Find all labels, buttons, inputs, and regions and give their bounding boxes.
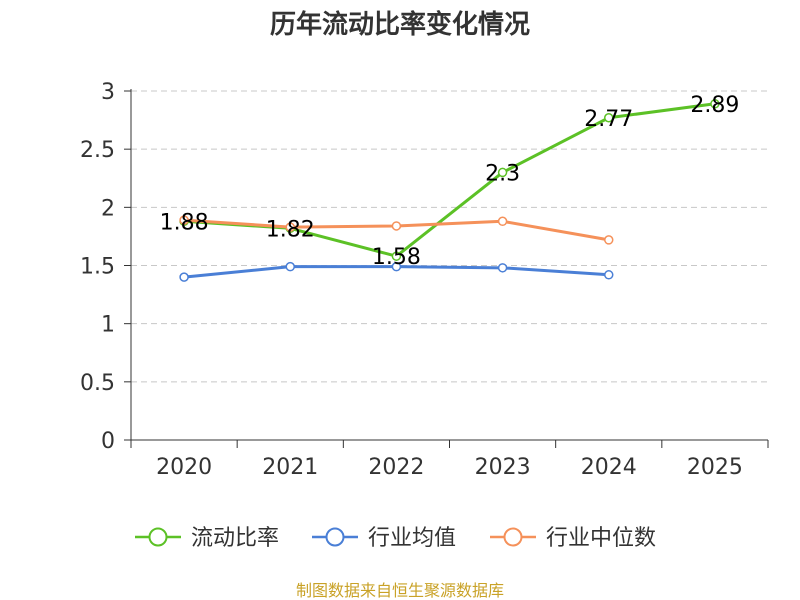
data-point[interactable] [179,272,189,282]
y-tick-label: 0 [101,429,115,454]
data-point[interactable] [391,251,402,261]
y-tick-label: 1.5 [80,255,115,280]
legend-swatch-marker [148,527,168,547]
y-tick-label: 0.5 [80,371,115,396]
y-tick-label: 2.5 [80,138,115,163]
data-point[interactable] [604,235,614,245]
legend-item-2[interactable]: 行业均值 [312,526,456,551]
grid-lines [131,90,768,383]
data-point[interactable] [391,221,402,231]
legend[interactable]: 流动比率 行业均值 行业中位数 [135,526,656,551]
data-point[interactable] [497,216,508,227]
footer-source: 制图数据来自恒生聚源数据库 [296,581,504,600]
data-label: 2.77 [584,107,633,132]
data-label: 1.82 [266,217,315,242]
x-tick-label: 2025 [687,455,743,480]
legend-swatch-marker [325,527,345,547]
data-label: 1.88 [160,210,209,235]
data-point[interactable] [497,263,508,273]
chart-title: 历年流动比率变化情况 [270,9,530,40]
data-labels: 1.88 1.82 1.58 2.3 2.77 2.89 [160,93,740,270]
data-point[interactable] [391,261,402,272]
data-point[interactable] [710,99,720,109]
y-tick-label: 2 [101,196,115,221]
data-point[interactable] [604,113,614,123]
legend-item-3[interactable]: 行业中位数 [490,526,656,551]
axes: 0 0.5 1 1.5 2 2.5 3 2020 2021 2022 2023 2024 2025 [80,80,769,480]
series-lines [179,99,720,282]
data-point[interactable] [604,270,614,280]
legend-item-1[interactable]: 流动比率 [135,526,279,551]
data-point[interactable] [497,167,508,178]
legend-label: 行业均值 [368,526,456,551]
data-label: 1.58 [372,245,421,270]
legend-swatch-marker [503,527,523,547]
legend-label: 行业中位数 [546,526,656,551]
y-tick-label: 1 [101,313,115,338]
x-tick-label: 2020 [156,455,212,480]
x-tick-label: 2023 [475,455,531,480]
data-point[interactable] [285,261,295,272]
data-point[interactable] [179,215,189,225]
x-tick-label: 2024 [581,455,637,480]
y-tick-label: 3 [101,80,115,105]
data-point[interactable] [285,222,295,232]
series-line-1 [183,102,716,258]
x-tick-label: 2021 [262,455,318,480]
x-tick-label: 2022 [368,455,424,480]
data-label: 2.3 [485,161,520,186]
legend-label: 流动比率 [191,526,279,551]
data-label: 2.89 [690,93,739,118]
